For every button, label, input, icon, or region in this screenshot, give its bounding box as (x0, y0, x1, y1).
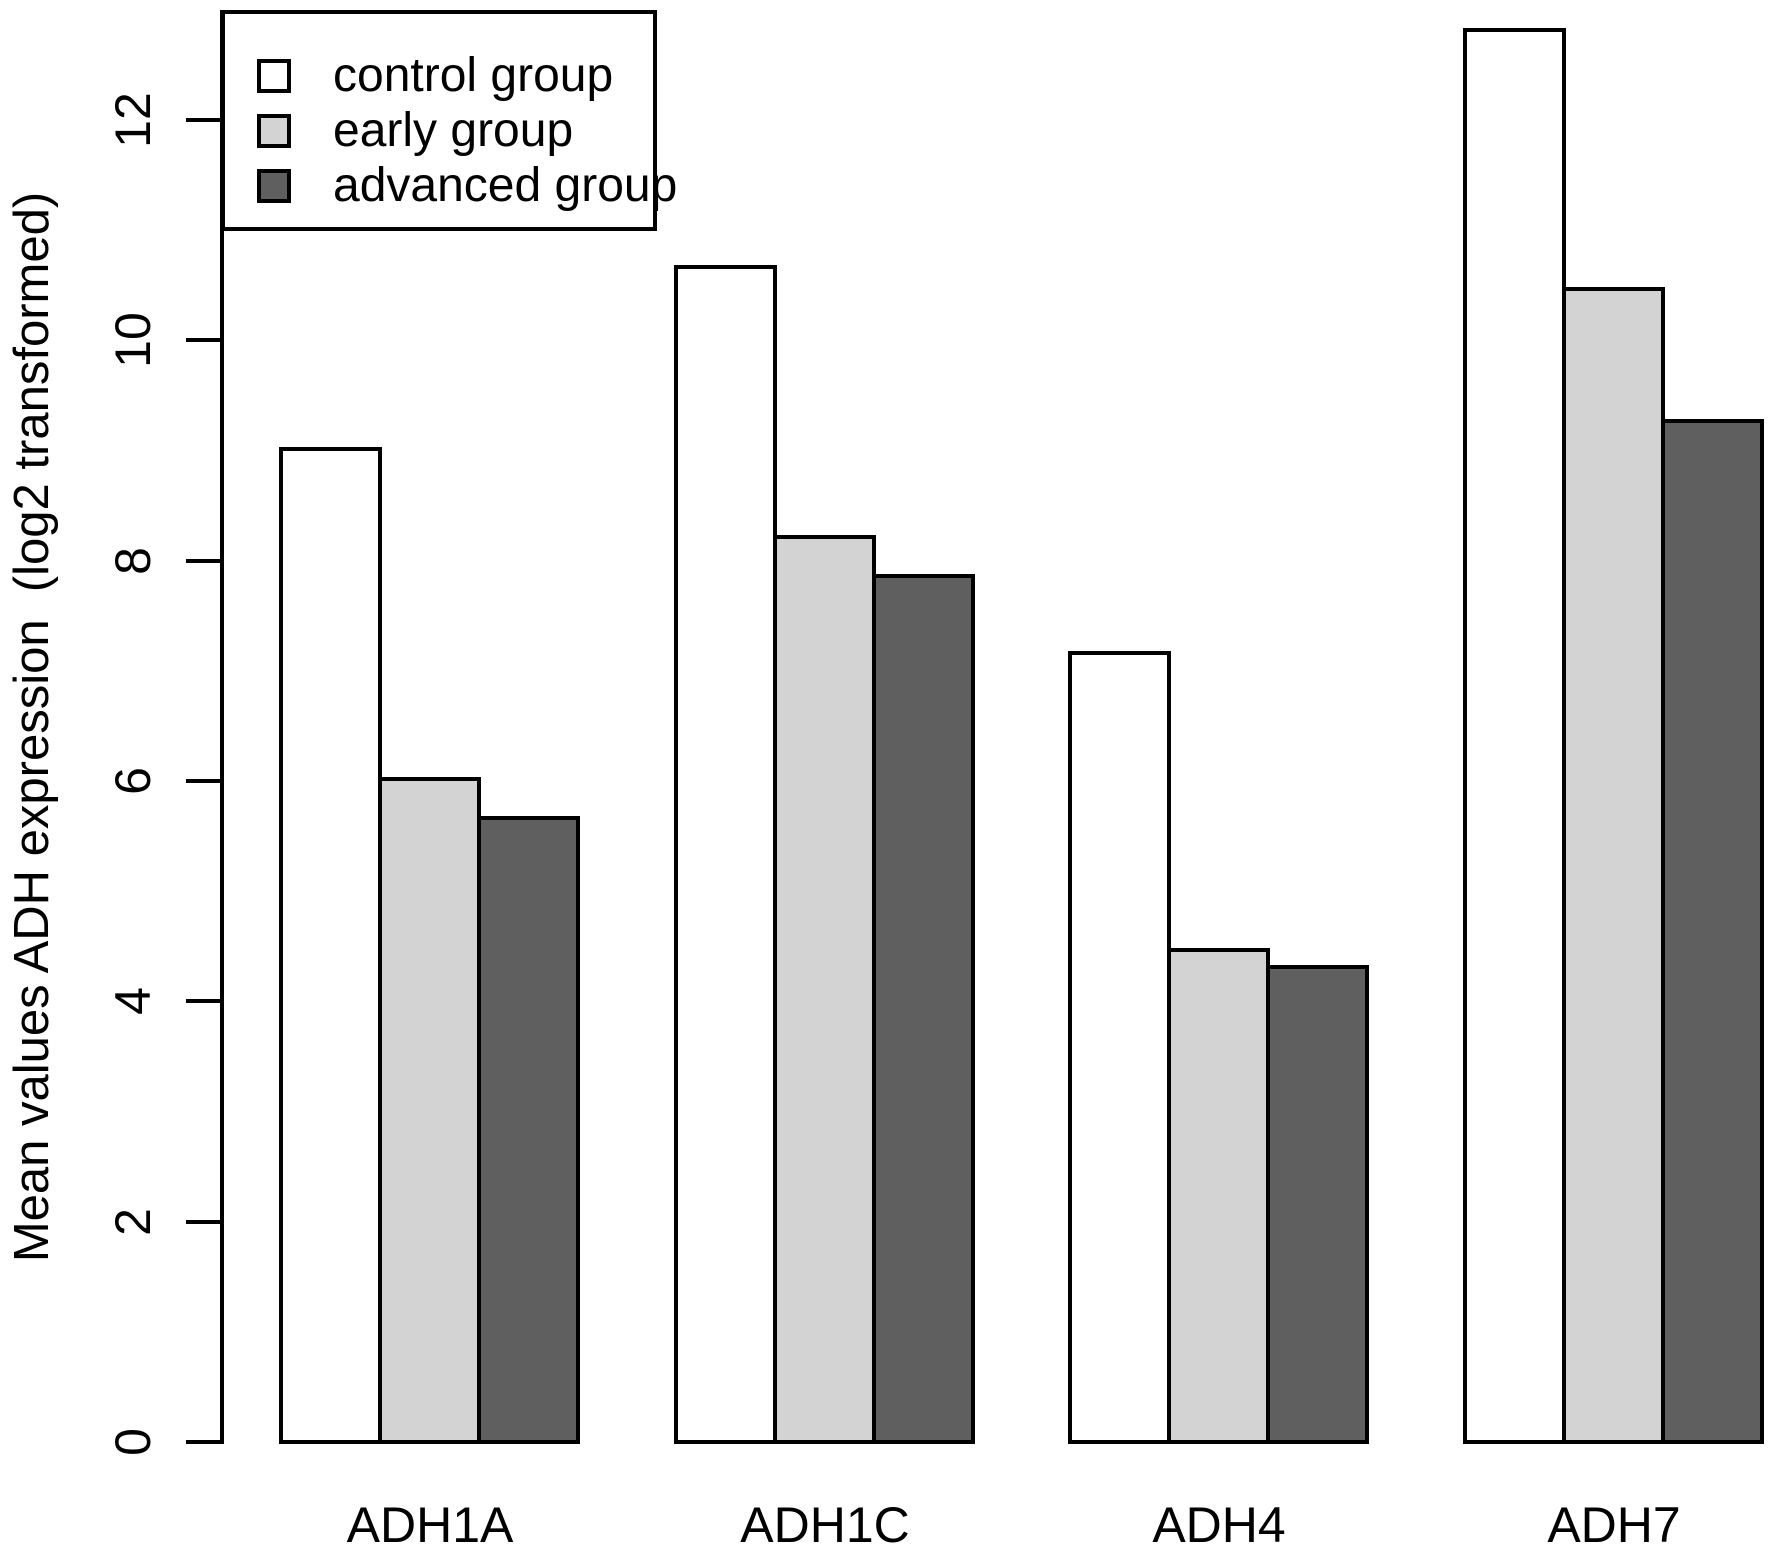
bar-ADH4-advanced-group (1266, 965, 1369, 1444)
bar-ADH4-control-group (1068, 651, 1171, 1444)
y-axis-title: Mean values ADH expression (log2 transfo… (5, 191, 59, 1263)
bar-ADH1A-control-group (279, 447, 382, 1444)
x-category-label: ADH1A (346, 1497, 514, 1553)
legend-swatch-control (257, 59, 291, 93)
bar-ADH1C-early-group (773, 535, 876, 1444)
bar-ADH1A-advanced-group (477, 816, 580, 1444)
y-tick (186, 779, 220, 783)
y-tick (186, 118, 220, 122)
bar-ADH7-early-group (1562, 287, 1665, 1444)
y-axis-line (220, 10, 224, 1444)
legend-swatch-advanced (257, 169, 291, 203)
legend-item-advanced: advanced group (257, 162, 677, 210)
y-tick-label: 2 (105, 1208, 161, 1236)
y-tick-label: 4 (105, 987, 161, 1015)
y-tick (186, 1440, 220, 1444)
bar-ADH7-advanced-group (1661, 419, 1764, 1444)
y-tick-label: 12 (105, 92, 161, 148)
x-category-label: ADH7 (1547, 1497, 1681, 1553)
y-tick (186, 1220, 220, 1224)
y-tick-label: 0 (105, 1428, 161, 1456)
x-category-label: ADH1C (740, 1497, 910, 1553)
x-category-label: ADH4 (1152, 1497, 1286, 1553)
bar-ADH1C-advanced-group (872, 574, 975, 1444)
legend-box: control group early group advanced group (221, 10, 677, 231)
legend-item-early: early group (257, 107, 573, 155)
legend-label-early: early group (333, 104, 574, 157)
legend-label-advanced: advanced group (333, 159, 678, 212)
y-tick (186, 559, 220, 563)
legend-item-control: control group (257, 52, 613, 100)
bar-ADH1A-early-group (378, 777, 481, 1444)
y-tick-label: 6 (105, 767, 161, 795)
legend-swatch-early (257, 114, 291, 148)
bar-ADH7-control-group (1463, 28, 1566, 1444)
y-tick-label: 8 (105, 547, 161, 575)
legend-label-control: control group (333, 49, 614, 102)
bar-ADH4-early-group (1167, 948, 1270, 1444)
y-tick (186, 338, 220, 342)
bar-ADH1C-control-group (674, 265, 777, 1444)
y-tick (186, 999, 220, 1003)
y-tick-label: 10 (105, 312, 161, 368)
